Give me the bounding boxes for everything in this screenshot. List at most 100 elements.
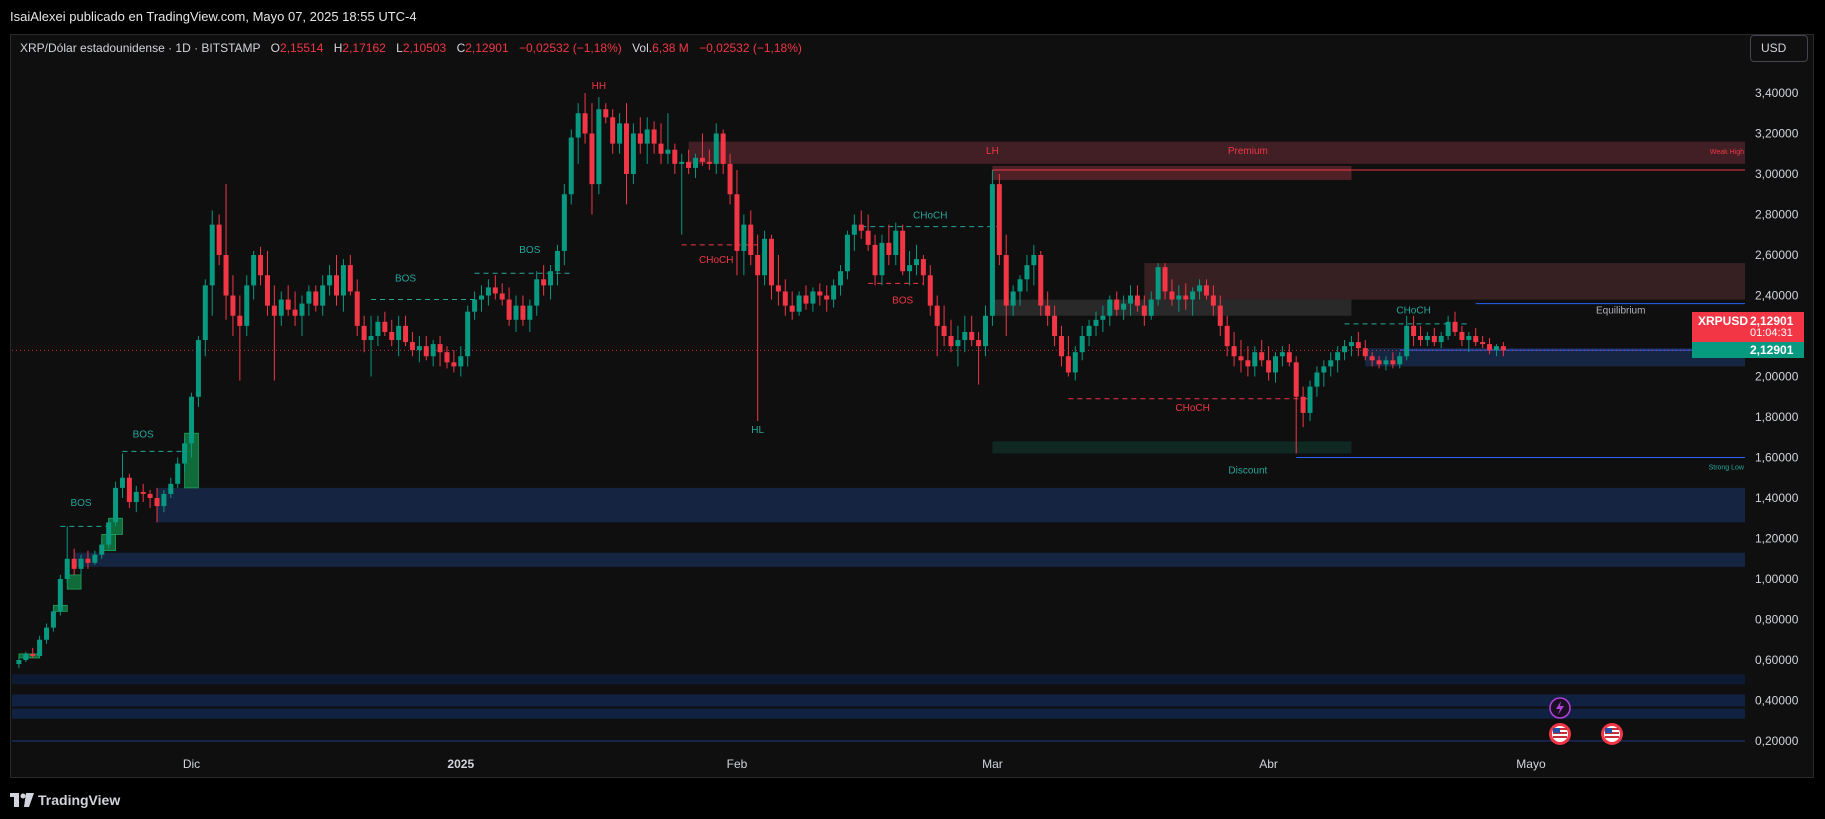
candle-body [92,554,98,563]
candle-body [485,287,491,296]
candle [527,299,533,332]
candle [85,550,91,569]
candle [824,285,830,312]
candle [147,489,153,509]
currency-button[interactable]: USD [1750,35,1808,62]
candle-body [133,491,139,503]
candle [382,311,388,336]
candle-body [1266,360,1272,373]
candle-body [1438,336,1444,343]
candle [1121,295,1127,320]
candle-body [1273,356,1279,373]
candle [50,607,56,632]
candle [99,538,105,559]
candle [1010,285,1016,316]
candle-body [44,627,50,640]
candle-body [727,163,733,195]
chart-annotation: CHoCH [1175,403,1209,414]
candle-body [858,224,864,231]
tradingview-logo-icon [10,793,34,807]
candle-body [1459,331,1465,341]
candle [886,224,892,266]
volume-change: −0,02532 (−1,18%) [699,41,802,55]
candle [92,550,98,565]
candle [955,325,961,367]
candle-body [472,299,478,312]
candle [568,129,574,205]
candle [1024,255,1030,292]
candle [133,485,139,513]
candle [603,103,609,124]
candle-body [299,303,305,316]
candle-body [527,305,533,320]
candle-body [1065,356,1071,373]
low-label: L [396,41,403,55]
candle-body [1417,336,1423,341]
candle [1183,283,1189,310]
candle-body [1279,352,1285,357]
candle-body [913,259,919,266]
candle-body [831,285,837,300]
candle-body [720,133,726,164]
y-tick-label: 1,20000 [1755,532,1799,546]
candle [1176,285,1182,312]
candle [189,392,195,458]
candle-body [1107,299,1113,316]
candle [1038,250,1044,316]
volume-value: 6,38 M [652,41,689,55]
candle [996,174,1002,266]
candle [1197,279,1203,300]
candle [934,295,940,357]
candle-body [1162,267,1168,292]
candle [561,184,567,266]
candle [548,265,554,300]
us-flag-event-icon[interactable] [1549,723,1571,745]
candle [534,271,540,316]
candle [403,315,409,347]
candle-body [948,336,954,347]
candle-body [1404,325,1410,357]
candles-layer [16,93,1506,669]
y-tick-label: 0,40000 [1755,694,1799,708]
candle [768,234,774,300]
y-tick-label: 1,40000 [1755,491,1799,505]
candle-body [630,133,636,174]
flash-event-icon[interactable] [1549,697,1571,719]
chart-annotation: BOS [133,429,154,440]
candle-body [1072,352,1078,373]
us-flag-event-icon[interactable] [1601,723,1623,745]
candle [741,214,747,276]
candle [672,143,678,174]
candle [202,279,208,357]
chart-annotation: Discount [1228,466,1267,477]
candle [1107,295,1113,326]
candle [913,244,919,276]
candle-body [1134,295,1140,306]
equilibrium-zone [992,299,1352,316]
symbol-name[interactable]: XRP/Dólar estadounidense · 1D · BITSTAMP [20,41,261,55]
candle-body [920,259,926,276]
chart-annotation: CHoCH [1396,306,1430,317]
candle [1487,338,1493,355]
candle-body [817,291,823,296]
lines-layer [12,169,1745,742]
candle-body [209,224,215,286]
chart-annotation: Equilibrium [1596,306,1645,317]
candle-body [327,275,333,286]
candle [1203,279,1209,300]
candle-body [1286,352,1292,363]
candle [465,305,471,367]
candle-body [1038,255,1044,306]
y-tick-label: 0,60000 [1755,653,1799,667]
candle [831,279,837,308]
candle [1369,352,1375,367]
volume-label: Vol. [632,41,653,55]
candle [1493,344,1499,357]
candle [762,230,768,286]
candle-body [1128,295,1134,304]
candle-body [78,558,84,569]
candle [1238,340,1244,373]
chart-annotation: CHoCH [699,255,733,266]
candle-body [1500,346,1506,351]
